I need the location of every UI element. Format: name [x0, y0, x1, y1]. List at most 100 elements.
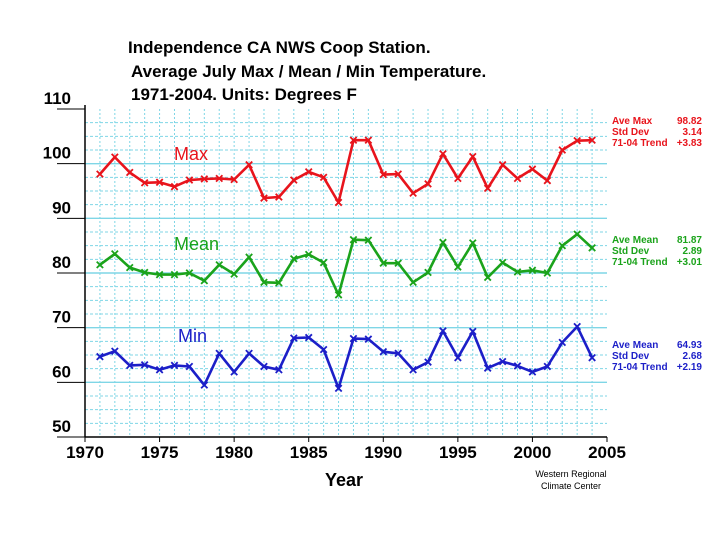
point-stroke	[588, 244, 596, 252]
point-stroke	[245, 253, 253, 261]
point-stroke	[334, 291, 343, 299]
point-stroke	[245, 349, 253, 358]
point-stroke	[513, 362, 522, 370]
point-stroke	[155, 270, 164, 279]
max-point	[349, 136, 358, 144]
point-stroke	[140, 268, 149, 277]
point-stroke	[140, 361, 149, 369]
point-stroke	[409, 365, 417, 374]
point-stroke	[379, 347, 388, 356]
point-stroke	[394, 349, 403, 358]
stats-panel-max: Ave Max 98.82 Std Dev 3.14 71-04 Trend +3.83	[612, 116, 702, 149]
x-axis-label: Year	[325, 470, 363, 490]
point-stroke	[439, 327, 447, 335]
point-stroke	[379, 170, 388, 179]
mean-point	[200, 276, 209, 285]
max-point	[558, 146, 567, 154]
point-stroke	[454, 353, 462, 362]
point-stroke	[96, 170, 104, 178]
min-point	[349, 334, 358, 343]
point-stroke	[140, 178, 149, 187]
point-stroke	[289, 334, 298, 342]
max-point	[513, 174, 522, 183]
point-stroke	[260, 278, 268, 287]
point-stroke	[155, 178, 164, 187]
point-stroke	[185, 269, 194, 277]
mean-point	[110, 250, 119, 258]
min-point	[588, 353, 596, 362]
stat-value: +3.83	[677, 138, 703, 149]
point-stroke	[96, 260, 104, 269]
point-stroke	[275, 193, 283, 201]
min-point	[110, 347, 119, 356]
mean-point	[140, 268, 149, 277]
point-stroke	[110, 347, 119, 356]
max-point	[170, 182, 179, 191]
point-stroke	[528, 165, 537, 173]
max-point	[394, 170, 403, 178]
point-stroke	[275, 279, 283, 287]
max-point	[304, 168, 313, 176]
point-stroke	[573, 136, 582, 145]
mean-point	[170, 270, 179, 279]
min-point	[304, 333, 313, 342]
y-tick-label: 100	[43, 144, 71, 163]
stat-label: Ave Max	[612, 116, 653, 127]
mean-point	[334, 291, 343, 299]
mean-point	[319, 258, 328, 267]
mean-point	[230, 270, 238, 278]
mean-point	[289, 254, 298, 263]
min-point	[289, 334, 298, 342]
max-point	[483, 184, 492, 193]
point-stroke	[260, 194, 268, 202]
point-stroke	[498, 357, 507, 366]
point-stroke	[200, 175, 209, 183]
min-point	[200, 381, 209, 389]
mean-point	[155, 270, 164, 279]
series-label-mean: Mean	[174, 234, 219, 254]
series-mean	[96, 230, 596, 299]
stat-value: 2.89	[683, 246, 703, 257]
point-stroke	[424, 180, 432, 188]
point-stroke	[215, 260, 224, 269]
max-point	[334, 198, 343, 207]
max-point	[379, 170, 388, 179]
point-stroke	[454, 263, 462, 271]
min-point	[170, 361, 179, 370]
point-stroke	[483, 364, 492, 372]
min-point	[364, 335, 373, 343]
mean-point	[185, 269, 194, 277]
min-point	[528, 368, 537, 376]
y-tick-label: 60	[52, 362, 71, 381]
series-max	[96, 136, 596, 207]
max-point	[498, 160, 507, 169]
max-point	[424, 180, 432, 188]
title-line-1: Independence CA NWS Coop Station.	[128, 38, 431, 57]
x-tick-label: 1970	[66, 443, 104, 462]
title-line-3: 1971-2004. Units: Degrees F	[131, 85, 357, 104]
mean-point	[528, 266, 537, 275]
point-stroke	[110, 153, 119, 161]
y-tick-labels: 50 60 70 80 90 100 110	[43, 89, 71, 436]
stat-value: 81.87	[677, 235, 702, 246]
point-stroke	[349, 136, 358, 144]
point-stroke	[125, 263, 134, 272]
min-point	[140, 361, 149, 369]
mean-point	[558, 241, 567, 250]
mean-point	[349, 235, 358, 244]
point-stroke	[498, 258, 507, 267]
min-point	[185, 362, 194, 371]
point-stroke	[185, 176, 194, 184]
min-point	[230, 368, 238, 376]
max-point	[468, 152, 477, 161]
point-stroke	[125, 168, 134, 177]
stat-value: 3.14	[683, 127, 703, 138]
mean-point	[498, 258, 507, 267]
stats-panel-mean: Ave Mean 81.87 Std Dev 2.89 71-04 Trend +3.01	[612, 235, 702, 268]
stats-panel-min: Ave Mean 64.93 Std Dev 2.68 71-04 Trend +2.19	[612, 340, 702, 373]
point-stroke	[424, 358, 432, 366]
mean-point	[364, 236, 373, 245]
point-stroke	[409, 278, 417, 287]
point-stroke	[468, 239, 477, 247]
